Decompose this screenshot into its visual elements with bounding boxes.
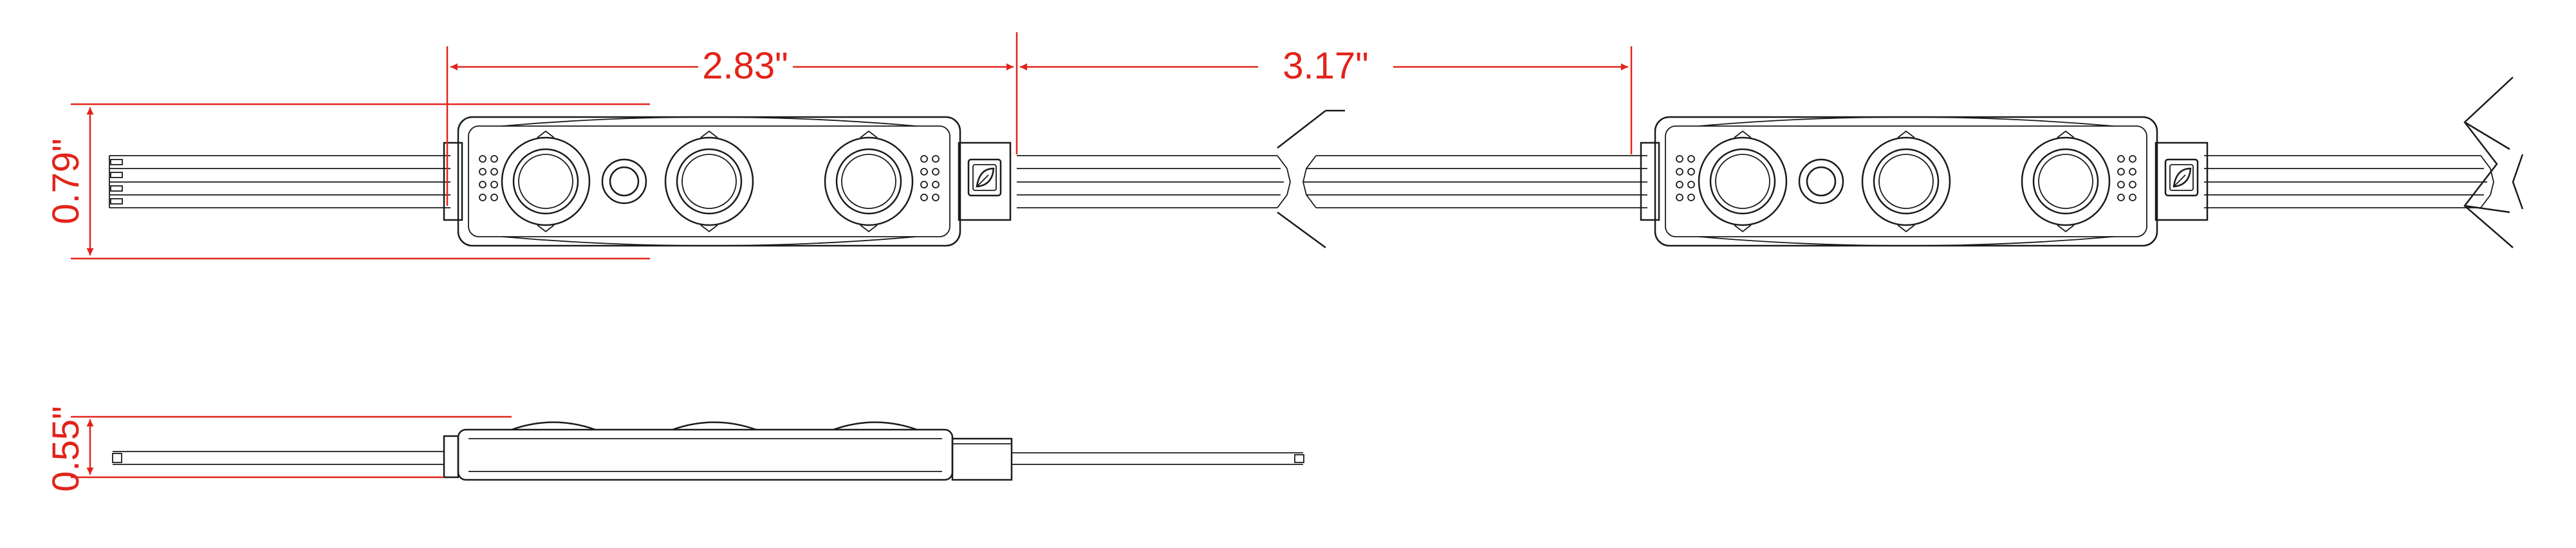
led-lens	[664, 130, 754, 233]
left-lead-wires	[109, 155, 450, 208]
wires-break-to-module2	[1302, 155, 1647, 208]
led-lens	[824, 130, 914, 233]
wire-break-left	[1277, 109, 1345, 249]
led-lens	[1698, 130, 1788, 233]
led-lens	[1861, 130, 1951, 233]
led-module-1-top	[443, 116, 1012, 247]
led-lens	[501, 130, 591, 233]
dimension-module-width	[71, 103, 650, 260]
led-module-side-view	[112, 421, 1304, 481]
led-module-2-top	[1640, 116, 2209, 247]
dimension-module-length	[446, 32, 1018, 206]
dimension-label-module-height: 0.55"	[45, 406, 87, 491]
wire-break-right	[2463, 77, 2524, 248]
sensor-lens	[1798, 158, 1844, 205]
dimension-label-module-length: 2.83"	[702, 45, 788, 87]
dimension-label-module-spacing: 3.17"	[1283, 45, 1368, 87]
sensor-lens	[601, 158, 647, 205]
leaf-logo-icon	[2164, 158, 2199, 197]
led-lens	[2021, 130, 2111, 233]
dimension-label-module-width: 0.79"	[45, 138, 87, 224]
dimension-module-spacing	[1020, 46, 1633, 154]
leaf-logo-icon	[967, 158, 1002, 197]
wires-module2-to-break	[2204, 155, 2494, 208]
wires-module1-to-break	[1017, 155, 1291, 208]
dimension-module-height	[71, 416, 512, 479]
